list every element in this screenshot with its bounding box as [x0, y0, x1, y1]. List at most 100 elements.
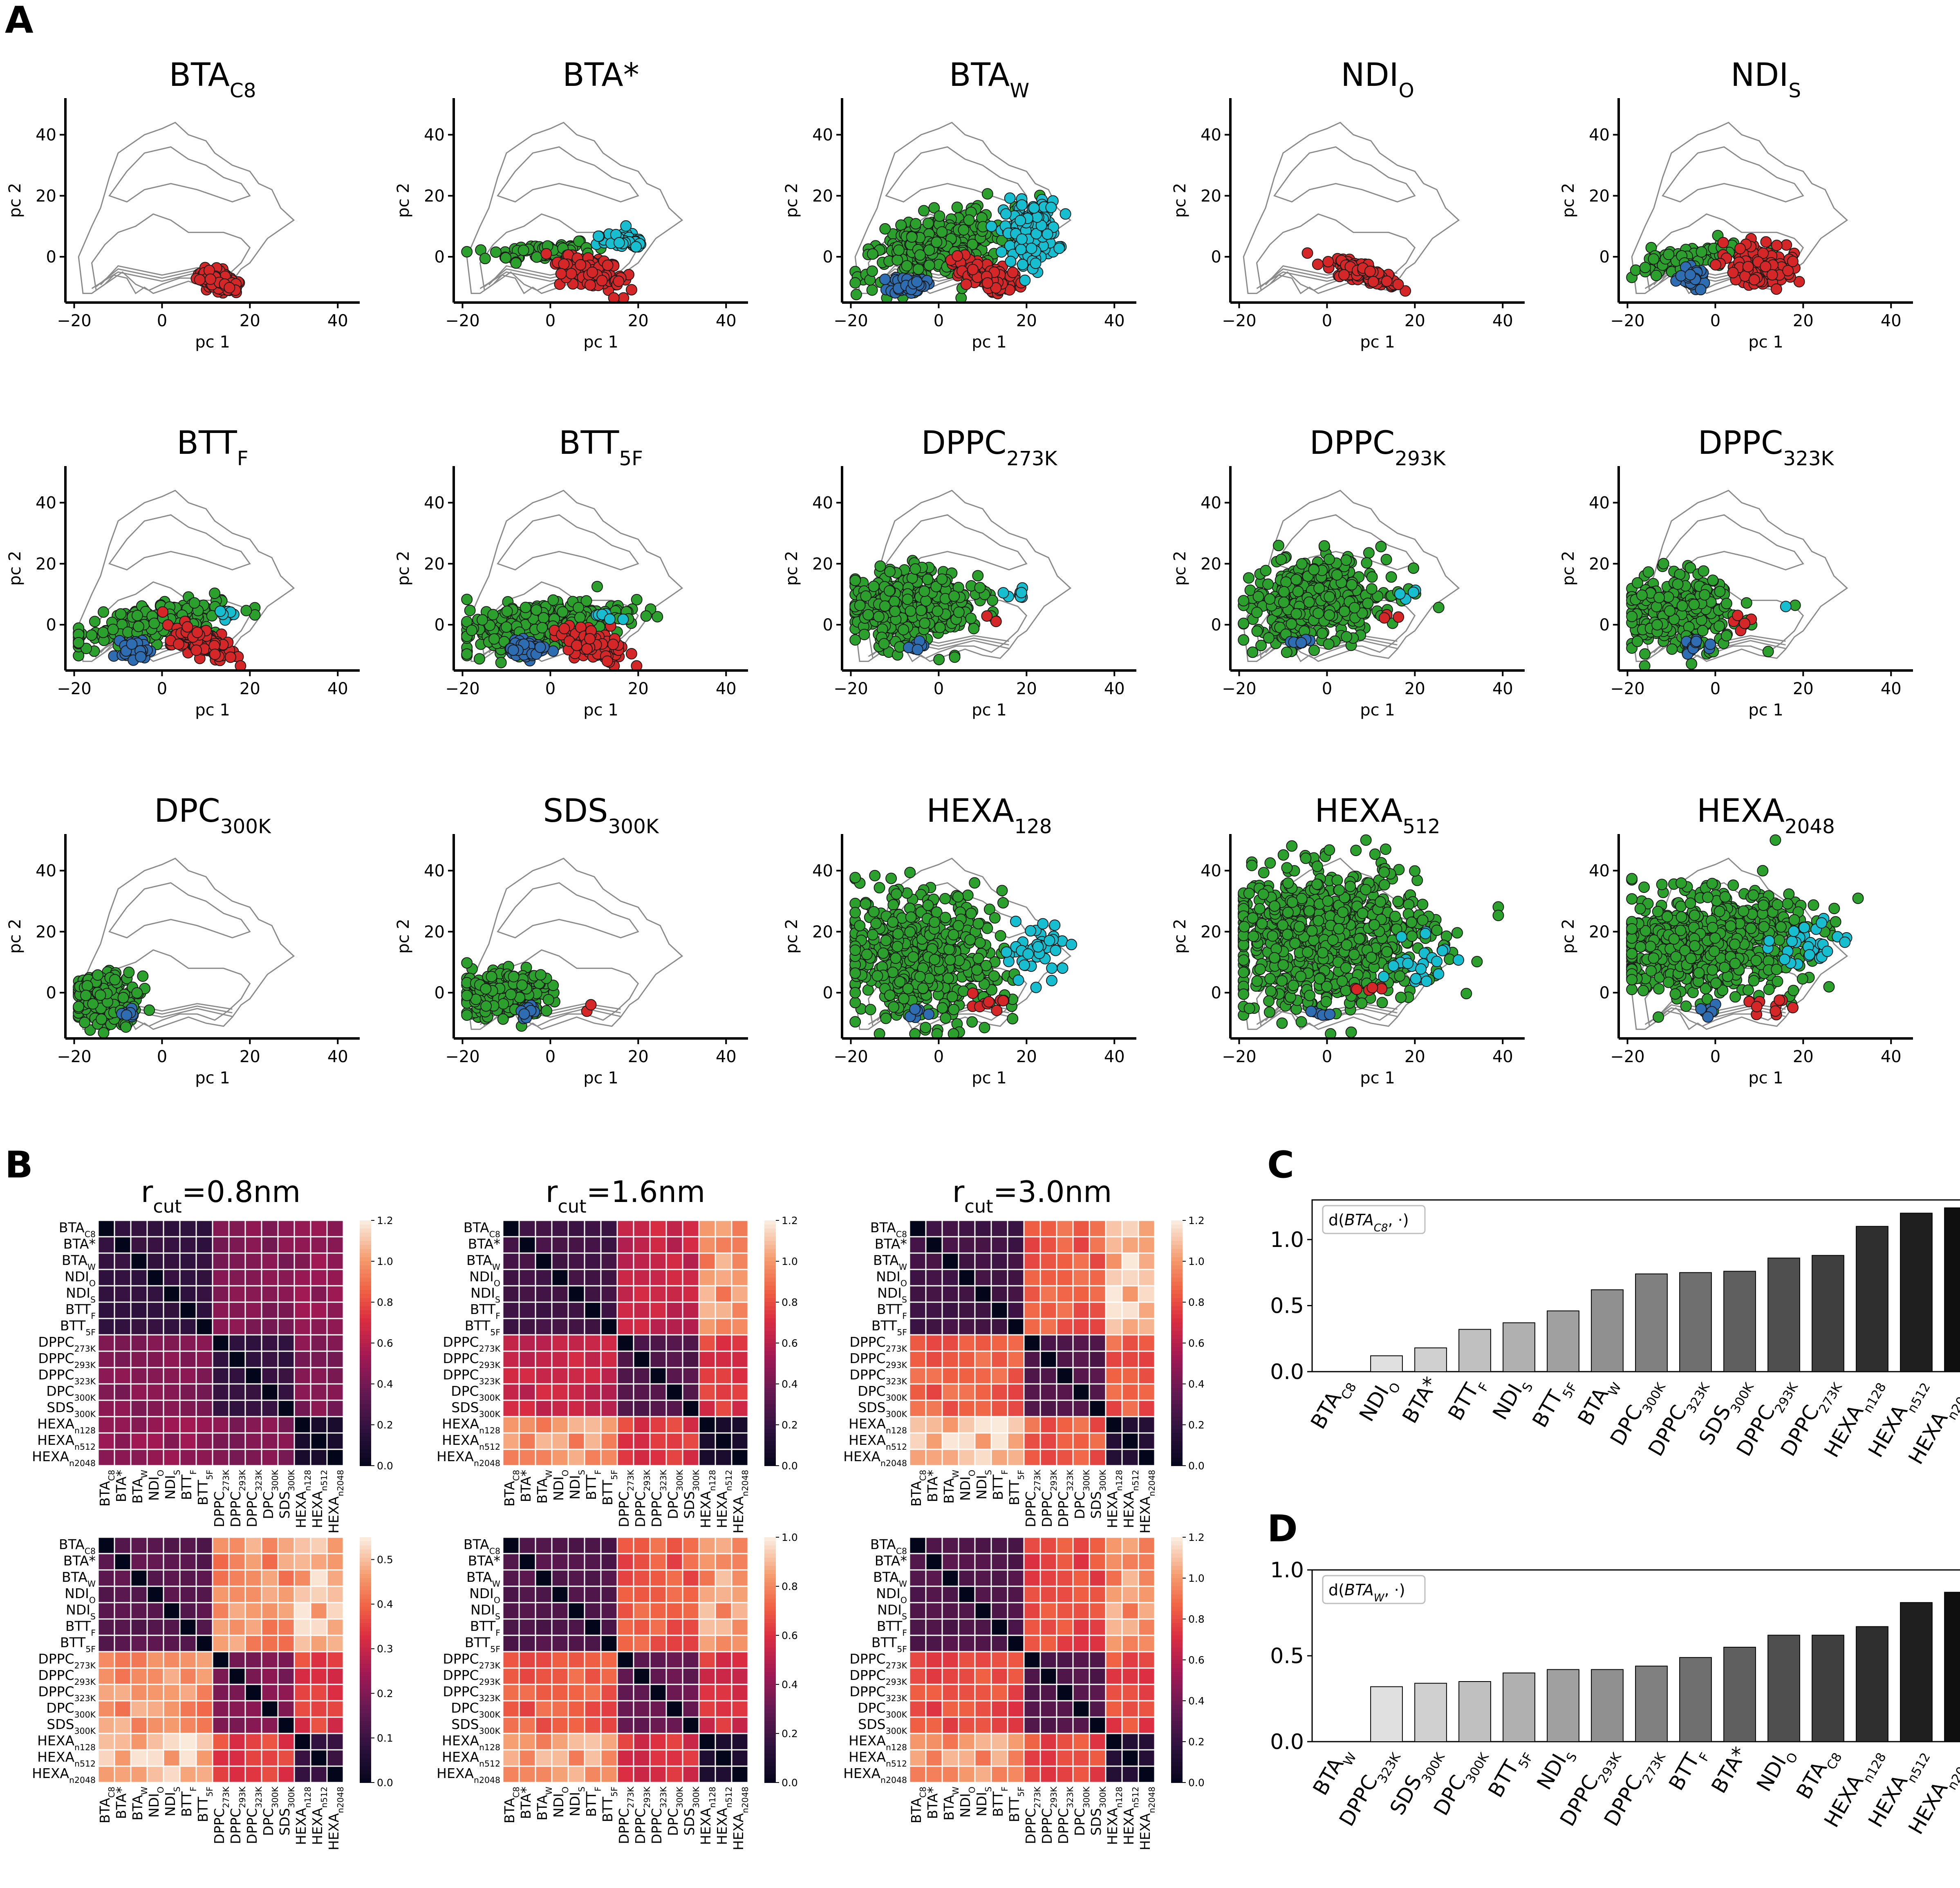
scatter-point	[931, 236, 943, 248]
scatter-point	[854, 920, 866, 932]
scatter-point	[1770, 283, 1782, 295]
y-tick-label: 0	[46, 616, 56, 635]
scatter-point	[1695, 284, 1707, 296]
scatter-point	[1340, 554, 1352, 566]
x-axis-label: pc 1	[972, 701, 1007, 720]
x-tick-label: 40	[1104, 679, 1125, 698]
scatter-point	[892, 941, 903, 953]
scatter-point	[952, 250, 963, 262]
x-axis-label: pc 1	[583, 333, 618, 352]
scatter-point	[951, 202, 963, 213]
scatter-point	[1408, 586, 1419, 598]
scatter-point	[1322, 256, 1334, 267]
subplot-title: BTT5F	[559, 425, 643, 470]
scatter-point	[477, 614, 488, 626]
scatter-point	[120, 1021, 132, 1033]
x-tick-label: −20	[833, 679, 868, 698]
scatter-point	[510, 257, 522, 269]
y-tick-label: 40	[36, 862, 56, 881]
scatter-point	[1696, 246, 1707, 258]
x-tick-label: 40	[716, 1047, 737, 1066]
scatter-point	[473, 653, 485, 665]
scatter-point	[934, 621, 946, 633]
scatter-point	[1710, 259, 1721, 271]
x-tick-label: 20	[628, 679, 649, 698]
x-tick-label: 20	[240, 1047, 260, 1066]
subplot-title: DPPC323K	[1698, 425, 1835, 470]
scatter-point	[893, 244, 905, 256]
scatter-point	[917, 982, 929, 994]
scatter-point	[613, 237, 625, 249]
scatter-point	[990, 282, 1002, 294]
scatter-point	[1787, 256, 1799, 267]
scatter-point	[849, 944, 861, 956]
scatter-point	[890, 952, 902, 964]
y-tick-label: 0	[435, 248, 445, 267]
x-tick-label: 20	[1793, 679, 1814, 698]
y-axis-label: pc 2	[6, 551, 25, 586]
y-tick-label: 0	[1599, 616, 1610, 635]
scatter-point	[904, 867, 916, 879]
scatter-point	[132, 621, 144, 632]
scatter-point	[204, 273, 216, 285]
scatter-point	[1060, 208, 1071, 220]
scatter-point	[520, 601, 531, 613]
scatter-point	[1748, 274, 1760, 286]
scatter-point	[1316, 628, 1328, 639]
y-axis-label: pc 2	[782, 183, 801, 218]
y-axis-label: pc 2	[6, 919, 25, 954]
scatter-point	[461, 957, 473, 969]
scatter-point	[505, 989, 517, 1000]
scatter-point	[948, 1004, 960, 1016]
scatter-point	[1688, 599, 1700, 610]
scatter-point	[625, 648, 637, 659]
scatter-point	[1262, 578, 1274, 590]
x-tick-label: 0	[1322, 679, 1332, 698]
scatter-point	[573, 602, 585, 614]
scatter-point	[73, 637, 85, 648]
scatter-point	[946, 991, 958, 1002]
scatter-point	[906, 231, 918, 243]
scatter-point	[604, 613, 616, 625]
scatter-point	[1408, 562, 1419, 574]
scatter-point	[981, 277, 993, 289]
x-tick-label: 40	[327, 679, 348, 698]
scatter-point	[936, 1002, 948, 1014]
scatter-point	[898, 993, 909, 1005]
scatter-point	[535, 969, 547, 981]
scatter-point	[867, 248, 878, 260]
scatter-point	[967, 238, 978, 250]
scatter-point	[909, 1003, 921, 1015]
y-axis-label: pc 2	[394, 919, 413, 954]
scatter-point	[974, 582, 986, 594]
subplot-title: DPPC273K	[921, 425, 1058, 470]
scatter-point	[224, 651, 236, 663]
contour-line	[1662, 146, 1804, 203]
x-tick-label: 40	[1492, 312, 1513, 330]
scatter-point	[1361, 557, 1373, 569]
panel-label-c: C	[1267, 1144, 1294, 1186]
scatter-point	[1648, 253, 1660, 265]
scatter-point	[540, 248, 552, 260]
scatter-point	[988, 970, 1000, 982]
y-tick-label: 20	[1201, 187, 1221, 206]
y-axis-label: pc 2	[1171, 551, 1189, 586]
scatter-point	[585, 999, 597, 1011]
scatter-point	[880, 935, 892, 946]
scatter-point	[923, 1008, 934, 1020]
scatter-point	[573, 235, 585, 247]
scatter-point	[497, 1013, 509, 1025]
scatter-point	[1280, 576, 1292, 588]
x-tick-label: 0	[934, 312, 944, 330]
scatter-point	[1789, 599, 1801, 611]
contour-line	[108, 882, 251, 939]
scatter-point	[939, 893, 951, 905]
y-tick-label: 20	[812, 187, 833, 206]
x-tick-label: 40	[327, 1047, 348, 1066]
x-axis-label: pc 1	[972, 333, 1007, 352]
